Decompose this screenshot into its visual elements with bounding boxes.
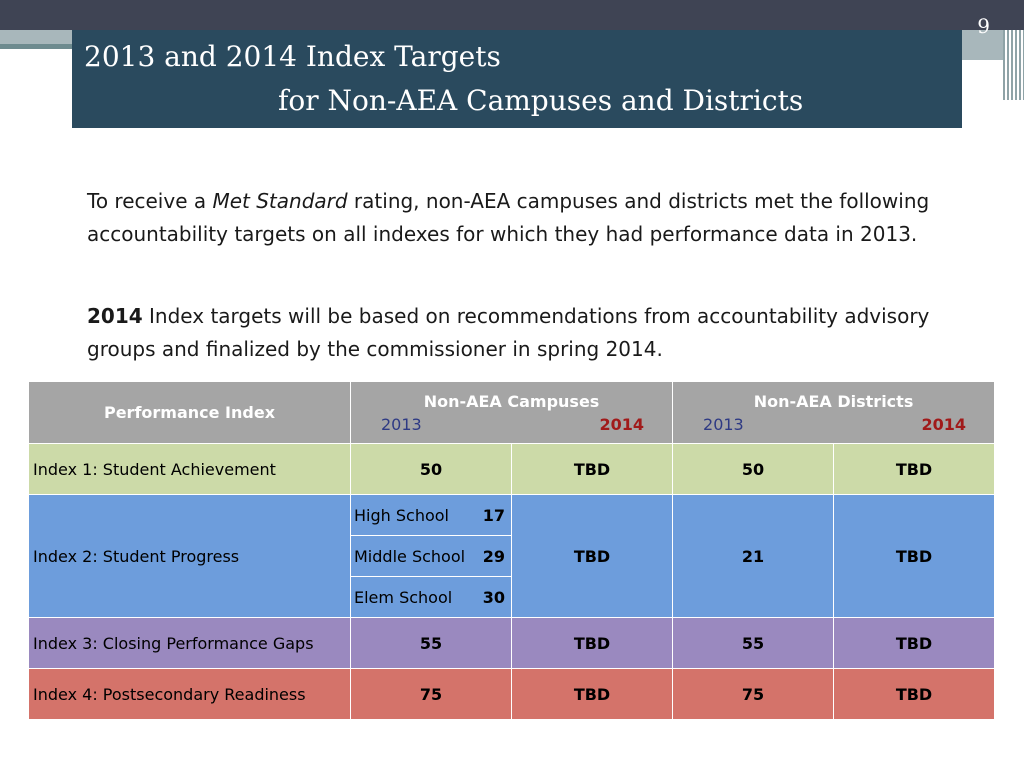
index1-label: Index 1: Student Achievement bbox=[28, 443, 351, 495]
index3-campus-2014: TBD bbox=[510, 617, 674, 669]
intro-paragraph: To receive a Met Standard rating, non-AE… bbox=[87, 185, 967, 251]
index2-level-high: High School 17 bbox=[350, 494, 512, 536]
table-header-row: Performance Index Non-AEA Campuses 2013 … bbox=[28, 381, 996, 444]
index-targets-table: Performance Index Non-AEA Campuses 2013 … bbox=[28, 381, 996, 720]
index4-campus-2014: TBD bbox=[510, 668, 674, 720]
met-standard-term: Met Standard bbox=[212, 189, 348, 213]
header-campuses: Non-AEA Campuses 2013 2014 bbox=[349, 381, 674, 444]
index2-district-2014: TBD bbox=[833, 494, 996, 618]
slide-title-line2: for Non-AEA Campuses and Districts bbox=[278, 84, 804, 117]
index4-district-2013: 75 bbox=[672, 668, 835, 720]
table-row-index3: Index 3: Closing Performance Gaps 55 TBD… bbox=[28, 617, 996, 669]
intro-text-pre: To receive a bbox=[87, 189, 213, 213]
index2-district-2013: 21 bbox=[672, 494, 835, 618]
index3-label: Index 3: Closing Performance Gaps bbox=[28, 617, 351, 669]
index3-district-2013: 55 bbox=[672, 617, 835, 669]
left-accent-bar bbox=[0, 30, 72, 44]
index2-level-middle: Middle School 29 bbox=[350, 535, 512, 577]
header-campuses-label: Non-AEA Campuses bbox=[423, 391, 600, 411]
index1-campus-2013: 50 bbox=[350, 443, 512, 495]
table-row-index2-elem: Elem School 30 bbox=[29, 576, 995, 618]
index4-district-2014: TBD bbox=[833, 668, 996, 720]
index4-campus-2013: 75 bbox=[350, 668, 512, 720]
index2-level-elem: Elem School 30 bbox=[350, 576, 512, 618]
table-row-index4: Index 4: Postsecondary Readiness 75 TBD … bbox=[28, 668, 996, 720]
intro-text-post: rating, non-AEA campuses and districts m… bbox=[87, 189, 930, 246]
index1-district-2013: 50 bbox=[672, 443, 835, 495]
index2-campus-2014: TBD bbox=[510, 494, 674, 618]
index2-label: Index 2: Student Progress bbox=[28, 494, 351, 618]
slide-title-line1: 2013 and 2014 Index Targets bbox=[84, 40, 501, 73]
level-name: Middle School bbox=[354, 546, 466, 566]
table-row-index2-middle: Middle School 29 bbox=[29, 535, 995, 577]
header-campuses-years: 2013 2014 bbox=[351, 415, 672, 434]
level-name: Elem School bbox=[354, 587, 453, 607]
header-districts: Non-AEA Districts 2013 2014 bbox=[672, 381, 996, 444]
level-value: 30 bbox=[482, 587, 505, 607]
title-banner: 2013 and 2014 Index Targets for Non-AEA … bbox=[72, 30, 962, 128]
index1-campus-2014: TBD bbox=[510, 443, 674, 495]
top-bar bbox=[0, 0, 1024, 30]
level-name: High School bbox=[354, 505, 449, 525]
header-campuses-2014: 2014 bbox=[599, 414, 645, 434]
header-districts-2014: 2014 bbox=[921, 414, 967, 434]
note-text: Index targets will be based on recommend… bbox=[87, 304, 930, 361]
header-districts-2013: 2013 bbox=[703, 414, 744, 434]
level-value: 29 bbox=[482, 546, 505, 566]
level-value: 17 bbox=[482, 505, 505, 525]
header-campuses-2013: 2013 bbox=[381, 414, 422, 434]
note-year: 2014 bbox=[87, 304, 143, 328]
index4-label: Index 4: Postsecondary Readiness bbox=[28, 668, 351, 720]
note-paragraph: 2014 Index targets will be based on reco… bbox=[87, 300, 967, 366]
slide-number: 9 bbox=[977, 14, 990, 38]
header-districts-years: 2013 2014 bbox=[673, 415, 994, 434]
index3-campus-2013: 55 bbox=[350, 617, 512, 669]
table-row-index2: Index 2: Student Progress High School 17 … bbox=[28, 494, 996, 618]
index1-district-2014: TBD bbox=[833, 443, 996, 495]
decorative-stripes bbox=[1003, 30, 1024, 100]
header-performance-index: Performance Index bbox=[28, 381, 351, 444]
index3-district-2014: TBD bbox=[833, 617, 996, 669]
left-accent-line bbox=[0, 44, 72, 49]
header-districts-label: Non-AEA Districts bbox=[753, 391, 914, 411]
table-row-index1: Index 1: Student Achievement 50 TBD 50 T… bbox=[28, 443, 996, 495]
